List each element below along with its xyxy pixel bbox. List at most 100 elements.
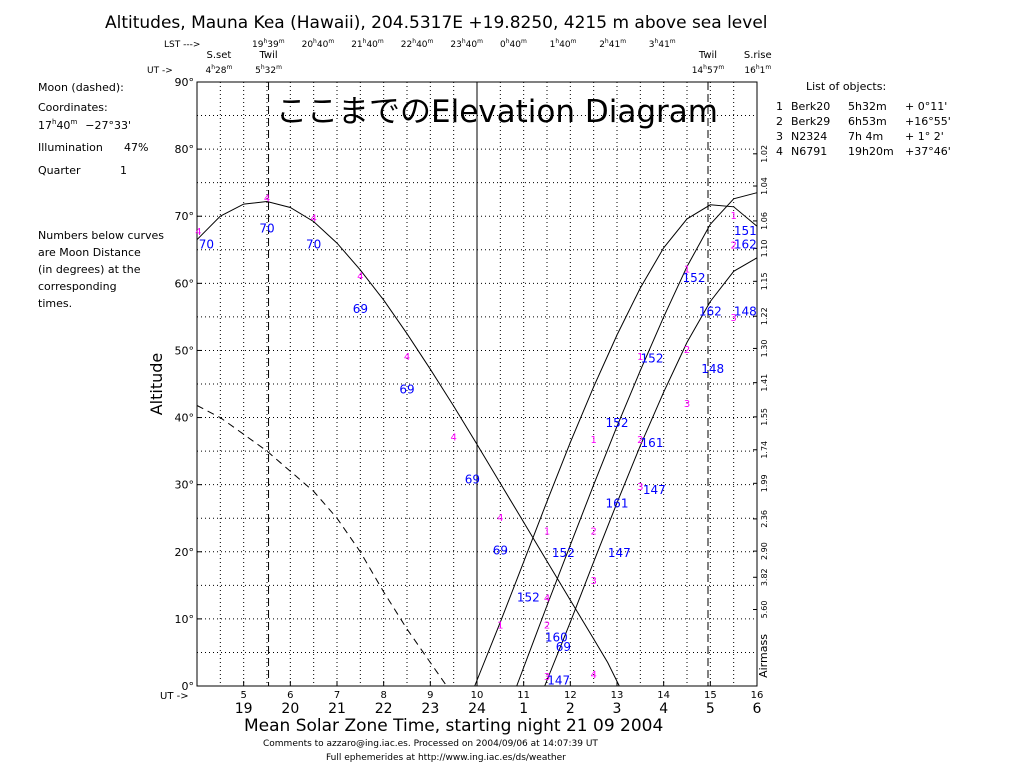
object-ra: 7h 4m: [848, 130, 883, 143]
coordinates-label: Coordinates:: [38, 101, 108, 114]
footer-comment: Comments to azzaro@ing.iac.es. Processed…: [263, 739, 598, 749]
object-marker: 2: [544, 620, 550, 631]
lst-tick: 19h39m: [252, 38, 285, 50]
moon-distance-note-5: times.: [38, 297, 72, 310]
lst-tick: 22h40m: [401, 38, 434, 50]
moon-distance-label: 69: [493, 543, 508, 557]
moon-distance-label: 69: [399, 382, 414, 396]
y-tick-label: 20°: [175, 546, 195, 559]
object-marker: 2: [637, 435, 643, 446]
object-marker: 4: [544, 593, 550, 604]
y-tick-label: 70°: [175, 210, 195, 223]
airmass-label: Airmass: [757, 634, 770, 678]
lst-tick: 3h41m: [649, 38, 676, 50]
moon-altitude-curve: [196, 405, 448, 687]
object-ra: 19h20m: [848, 145, 894, 158]
object-dec: + 0°11': [905, 100, 947, 113]
moon-distance-label: 152: [606, 416, 629, 430]
moon-distance-note-1: Numbers below curves: [38, 229, 164, 242]
airmass-tick-label: 1.30: [760, 340, 769, 358]
x-axis-label: Mean Solar Zone Time, starting night 21 …: [244, 716, 663, 736]
plot-area: 0°10°20°30°40°50°60°70°80°90°Altitude519…: [147, 76, 770, 717]
object-marker: 4: [404, 352, 410, 363]
lst-tick: 2h41m: [599, 38, 626, 50]
object-marker: 3: [637, 482, 643, 493]
sun-event-name: S.rise: [744, 50, 772, 61]
moon-distance-label: 162: [699, 305, 722, 319]
object-marker: 1: [730, 211, 736, 222]
y-tick-label: 40°: [175, 412, 195, 425]
moon-distance-label: 160: [545, 631, 568, 645]
local-time-tick-label: 4: [659, 701, 668, 717]
object-ra: 5h32m: [848, 100, 887, 113]
ut-tick-label: 5: [240, 690, 246, 701]
sun-event-time: 4h28m: [206, 64, 233, 76]
ut-tick-label: 15: [704, 690, 717, 701]
ut-arrow-top: UT ->: [147, 66, 173, 76]
sun-event-name: Twil: [258, 50, 277, 61]
moon-distance-label: 152: [517, 590, 540, 604]
moon-distance-label: 148: [701, 362, 724, 376]
moon-distance-label: 148: [734, 305, 757, 319]
ut-arrow-bottom: UT ->: [160, 691, 189, 702]
lst-tick: 1h40m: [550, 38, 577, 50]
object-name: N2324: [791, 130, 827, 143]
airmass-tick-label: 1.02: [760, 145, 769, 163]
moon-distance-note-3: (in degrees) at the: [38, 263, 141, 276]
lst-tick: 20h40m: [302, 38, 335, 50]
object-number: 1: [776, 100, 783, 113]
quarter-value: 1: [120, 164, 127, 177]
y-tick-label: 10°: [175, 613, 195, 626]
airmass-tick-label: 1.04: [760, 177, 769, 195]
y-tick-label: 60°: [175, 277, 195, 290]
sun-event-time: 16h1m: [744, 64, 771, 76]
moon-info-panel: Moon (dashed): Coordinates: 17h40m −27°33…: [38, 81, 164, 310]
lst-ticks: 19h39m 20h40m 21h40m 22h40m 23h40m 0h40m 1h40m…: [252, 38, 676, 50]
local-time-tick-label: 2: [566, 701, 575, 717]
object-1-altitude-curve: [474, 204, 758, 687]
local-time-tick-label: 23: [421, 701, 439, 717]
diagram-title: Altitudes, Mauna Kea (Hawaii), 204.5317E…: [105, 13, 768, 33]
illumination-value: 47%: [124, 141, 148, 154]
y-tick-label: 80°: [175, 143, 195, 156]
moon-distance-label: 152: [641, 351, 664, 365]
object-marker: 3: [730, 313, 736, 324]
object-ra: 6h53m: [848, 115, 887, 128]
ut-tick-label: 7: [334, 690, 340, 701]
y-tick-label: 50°: [175, 344, 195, 357]
moon-distance-label: 147: [547, 674, 570, 688]
object-3-altitude-curve: [544, 257, 758, 687]
y-tick-label: 90°: [175, 76, 195, 89]
sun-event-name: Twil: [698, 50, 717, 61]
airmass-tick-label: 2.90: [760, 542, 769, 560]
object-marker: 2: [730, 240, 736, 251]
ut-tick-label: 12: [564, 690, 577, 701]
object-marker: 3: [544, 672, 550, 683]
slide-title-overlay: ここまでのElevation Diagram: [276, 94, 718, 130]
ut-tick-label: 9: [427, 690, 433, 701]
airmass-tick-label: 1.15: [760, 272, 769, 290]
local-time-tick-label: 1: [519, 701, 528, 717]
object-dec: +37°46': [905, 145, 951, 158]
moon-distance-label: 151: [734, 224, 757, 238]
object-marker: 4: [590, 670, 596, 681]
lst-tick: 0h40m: [500, 38, 527, 50]
ut-tick-label: 14: [657, 690, 670, 701]
object-marker: 1: [590, 435, 596, 446]
moon-distance-note-4: corresponding: [38, 280, 117, 293]
moon-distance-label: 70: [306, 237, 321, 251]
object-number: 4: [776, 145, 783, 158]
local-time-tick-label: 21: [328, 701, 346, 717]
sun-event-time: 5h32m: [255, 64, 282, 76]
airmass-tick-label: 1.99: [760, 474, 769, 492]
objects-panel: List of objects: 1 Berk20 5h32m + 0°11' 2 Ber…: [776, 80, 951, 158]
lst-tick: 21h40m: [351, 38, 384, 50]
ut-tick-label: 10: [471, 690, 484, 701]
ut-tick-label: 8: [380, 690, 386, 701]
moon-label: Moon (dashed):: [38, 81, 124, 94]
local-time-tick-label: 5: [706, 701, 715, 717]
y-tick-label: 0°: [182, 680, 195, 693]
ut-tick-label: 13: [611, 690, 624, 701]
moon-distance-label: 162: [734, 237, 757, 251]
